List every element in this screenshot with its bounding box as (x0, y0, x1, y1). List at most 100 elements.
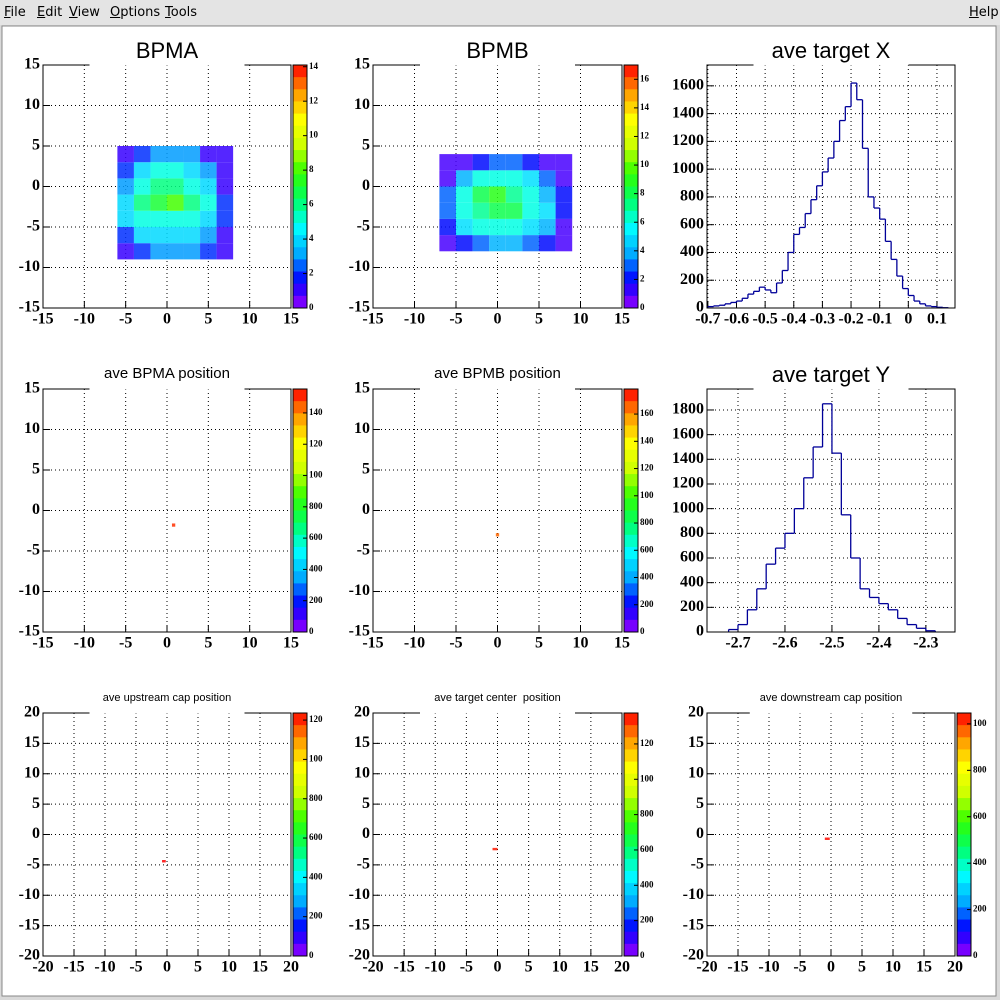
z-tick-label: 10 (309, 130, 319, 140)
heatmap-cell (472, 202, 490, 219)
y-tick-label: -5 (27, 218, 40, 235)
heatmap-cell (456, 218, 473, 236)
y-tick-label: 1200 (672, 132, 704, 149)
color-band (624, 259, 638, 273)
menu-item[interactable]: Edit (37, 5, 63, 20)
x-tick-label: 10 (242, 635, 258, 652)
color-band (293, 846, 307, 860)
z-tick-label: 16 (640, 73, 650, 83)
heatmap-cell (200, 178, 217, 195)
x-tick-label: -2.5 (819, 635, 844, 652)
color-band (293, 283, 307, 297)
heatmap-cell (539, 202, 556, 219)
heatmap-cell (133, 194, 151, 211)
color-band (293, 571, 307, 584)
x-tick-label: -15 (362, 311, 383, 328)
menu-item[interactable]: Help (969, 5, 999, 20)
color-band (293, 870, 307, 884)
heatmap-cell (489, 218, 506, 236)
color-band (293, 174, 307, 187)
z-tick-label: 600 (973, 811, 987, 821)
y-tick-label: 200 (680, 598, 704, 615)
heatmap-cell (167, 227, 184, 244)
y-tick-label: 0 (362, 177, 370, 194)
y-tick-label: -15 (19, 916, 40, 933)
menu-item[interactable]: View (69, 5, 100, 20)
color-band (624, 283, 638, 297)
z-tick-label: 400 (640, 572, 654, 582)
y-tick-label: -20 (349, 947, 370, 964)
color-band (293, 907, 307, 921)
menu-item[interactable]: Options (110, 5, 161, 20)
color-band (624, 749, 638, 763)
color-band (624, 125, 638, 139)
x-tick-label: -10 (758, 959, 779, 976)
z-tick-label: 120 (640, 738, 654, 748)
heatmap-cell (439, 218, 456, 236)
color-band (624, 883, 638, 896)
heatmap-cell (505, 218, 523, 236)
title-box (420, 359, 575, 390)
x-tick-label: -15 (727, 959, 748, 976)
x-tick-label: 0 (904, 311, 912, 328)
menu-item[interactable]: File (4, 5, 26, 20)
color-band (957, 931, 971, 945)
heatmap-cell (539, 154, 556, 171)
color-band (293, 498, 307, 511)
color-band (624, 725, 638, 738)
x-tick-label: 5 (204, 311, 212, 328)
color-band (624, 65, 638, 78)
heatmap-cell (200, 162, 217, 179)
heatmap-cell (167, 178, 184, 195)
heatmap-cell (522, 186, 539, 203)
x-tick-label: 5 (204, 635, 212, 652)
heatmap-cell (489, 202, 506, 219)
y-tick-label: 5 (362, 137, 370, 154)
y-tick-label: -15 (19, 623, 40, 640)
heatmap-cell (167, 194, 184, 211)
y-tick-label: 15 (24, 734, 40, 751)
menu-item[interactable]: Tools (165, 5, 198, 20)
color-band (293, 486, 307, 499)
color-band (293, 810, 307, 823)
heatmap-cell (522, 218, 539, 236)
heatmap-cell (183, 194, 201, 211)
z-tick-label: 100 (640, 773, 654, 783)
color-band (293, 150, 307, 163)
color-band (624, 150, 638, 163)
heatmap-cell (133, 243, 151, 260)
z-tick-label: 200 (973, 904, 987, 914)
x-tick-label: -5 (119, 311, 132, 328)
x-tick-label: 5 (535, 635, 543, 652)
color-band (624, 210, 638, 224)
x-tick-label: -15 (393, 959, 414, 976)
title-box (753, 359, 909, 390)
x-tick-label: 15 (283, 311, 299, 328)
color-band (957, 919, 971, 933)
y-tick-label: -5 (27, 856, 40, 873)
y-tick-label: -15 (349, 916, 370, 933)
color-band (957, 761, 971, 775)
color-band (293, 474, 307, 487)
x-tick-label: 10 (573, 635, 589, 652)
color-band (293, 389, 307, 402)
heatmap-cell (522, 154, 539, 171)
color-band (624, 834, 638, 848)
heatmap-cell (539, 186, 556, 203)
color-band (624, 474, 638, 487)
z-tick-label: 120 (309, 438, 323, 448)
heatmap-cell (200, 194, 217, 211)
y-tick-label: 600 (680, 215, 704, 232)
color-band (957, 883, 971, 896)
title-box (749, 683, 913, 714)
color-band (293, 413, 307, 426)
color-band (293, 619, 307, 633)
color-bar-frame (623, 712, 639, 957)
color-band (293, 510, 307, 524)
color-band (624, 798, 638, 811)
y-tick-label: 0 (32, 501, 40, 518)
heatmap-cell (216, 194, 234, 211)
z-tick-label: 200 (640, 915, 654, 925)
y-tick-label: 15 (24, 380, 40, 397)
color-band (957, 846, 971, 860)
